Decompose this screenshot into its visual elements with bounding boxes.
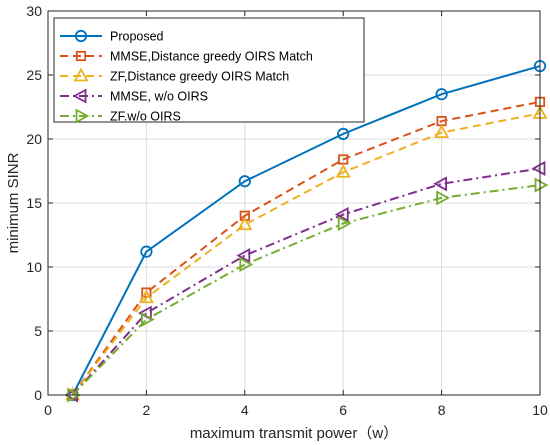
x-tick-label: 8 bbox=[438, 402, 446, 418]
legend-marker bbox=[72, 88, 87, 104]
data-point bbox=[239, 256, 254, 272]
data-point bbox=[140, 311, 155, 327]
legend-label: MMSE,Distance greedy OIRS Match bbox=[110, 50, 313, 64]
y-tick-label: 20 bbox=[26, 131, 42, 147]
legend-item: MMSE,Distance greedy OIRS Match bbox=[60, 50, 313, 64]
data-point bbox=[435, 88, 448, 101]
data-point bbox=[335, 163, 351, 178]
data-point bbox=[140, 245, 153, 258]
y-tick-label: 25 bbox=[26, 67, 42, 83]
data-point bbox=[334, 207, 349, 223]
y-axis-label: minimum SINR bbox=[5, 152, 22, 253]
x-tick-label: 2 bbox=[143, 402, 151, 418]
legend-marker bbox=[74, 29, 88, 43]
data-point bbox=[338, 154, 349, 165]
data-point bbox=[531, 160, 546, 176]
data-point bbox=[138, 289, 154, 304]
legend-marker bbox=[75, 50, 87, 62]
legend-item: ZF.w/o OIRS bbox=[60, 108, 181, 124]
legend-item: MMSE, w/o OIRS bbox=[60, 88, 208, 104]
data-point bbox=[434, 124, 450, 139]
legend: Proposed MMSE,Distance greedy OIRS Match Z… bbox=[53, 17, 365, 124]
data-point bbox=[337, 215, 352, 231]
legend-marker bbox=[73, 67, 89, 82]
axis-ticks: 0 2 4 6 8 10 0 5 10 15 20 25 30 bbox=[26, 3, 548, 418]
series-line bbox=[71, 167, 541, 396]
series-line bbox=[71, 112, 541, 396]
legend-label: ZF.w/o OIRS bbox=[110, 110, 181, 124]
x-tick-label: 10 bbox=[532, 402, 548, 418]
legend-label: MMSE, w/o OIRS bbox=[110, 90, 208, 104]
series-layer bbox=[64, 59, 549, 403]
series-line bbox=[71, 184, 541, 396]
data-point bbox=[337, 127, 350, 140]
series-line bbox=[71, 100, 541, 396]
y-tick-label: 15 bbox=[26, 195, 42, 211]
legend-box bbox=[53, 17, 365, 123]
x-tick-label: 0 bbox=[44, 402, 52, 418]
x-tick-label: 4 bbox=[241, 402, 249, 418]
legend-item: Proposed bbox=[60, 30, 164, 44]
y-tick-label: 0 bbox=[34, 387, 42, 403]
legend-label: ZF,Distance greedy OIRS Match bbox=[110, 70, 289, 84]
x-axis-label: maximum transmit power（w） bbox=[190, 425, 398, 442]
data-point bbox=[436, 190, 450, 206]
legend-label: Proposed bbox=[110, 30, 164, 44]
x-tick-label: 6 bbox=[339, 402, 347, 418]
legend-marker bbox=[75, 108, 90, 124]
series-line bbox=[71, 65, 541, 396]
y-tick-label: 5 bbox=[34, 323, 42, 339]
legend-item: ZF,Distance greedy OIRS Match bbox=[60, 67, 289, 84]
y-tick-label: 30 bbox=[26, 3, 42, 19]
data-point bbox=[433, 176, 448, 192]
data-point bbox=[534, 177, 549, 193]
data-point bbox=[238, 175, 251, 188]
data-point bbox=[237, 216, 253, 231]
y-tick-label: 10 bbox=[26, 259, 42, 275]
data-point bbox=[236, 247, 251, 263]
